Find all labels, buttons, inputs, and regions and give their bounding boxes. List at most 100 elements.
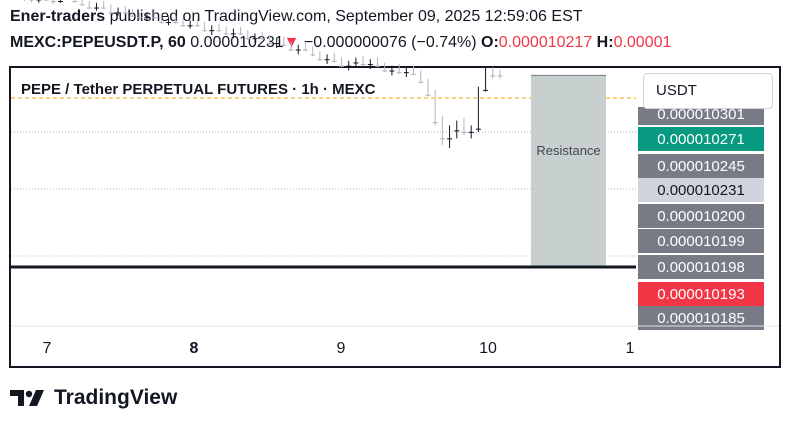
target-zone[interactable] xyxy=(531,75,606,266)
price-axis-label-bg xyxy=(638,282,764,306)
price-axis-label: 0.000010301 xyxy=(657,106,745,123)
chart-title: PEPE / Tether PERPETUAL FUTURES · 1h · M… xyxy=(21,81,376,98)
candle-body xyxy=(281,44,287,46)
candle-body xyxy=(245,38,251,40)
candle-body xyxy=(346,65,352,67)
tradingview-logo[interactable]: TradingView xyxy=(10,384,177,412)
price-axis-label-bg xyxy=(638,229,764,253)
candle-body xyxy=(115,12,121,14)
time-axis-tick: 10 xyxy=(479,340,497,357)
time-axis-tick: 1 xyxy=(626,340,635,357)
price-axis-label: 0.000010198 xyxy=(657,259,745,276)
candle-body xyxy=(483,89,489,91)
candle-body xyxy=(194,25,200,27)
candle-body xyxy=(72,1,78,3)
candle-body xyxy=(382,70,388,72)
price-axis-bottom xyxy=(638,306,764,324)
down-arrow-icon: ▼ xyxy=(283,34,300,51)
candle-body xyxy=(274,43,280,45)
candle-body xyxy=(447,138,453,140)
candle-body xyxy=(166,22,172,24)
candle-body xyxy=(266,43,272,45)
candle-body xyxy=(461,131,467,133)
candle-body xyxy=(418,81,424,83)
candle-body xyxy=(396,72,402,74)
candle-body xyxy=(331,60,337,62)
price-axis-label-bg xyxy=(638,127,764,151)
candle-body xyxy=(158,22,164,24)
open-value: 0.000010217 xyxy=(498,34,593,51)
price-axis-label-bg xyxy=(638,178,764,202)
candle-body xyxy=(93,7,99,9)
candle-body xyxy=(137,17,143,19)
candle-body xyxy=(202,30,208,32)
candle-body xyxy=(259,38,265,40)
brand-name: TradingView xyxy=(54,386,178,409)
candle-body xyxy=(108,12,114,14)
candle-body xyxy=(230,33,236,35)
candle-body xyxy=(353,62,359,64)
candle-body xyxy=(295,49,301,51)
candle-body xyxy=(288,49,294,51)
symbol-header: MEXC:PEPEUSDT.P, 60 0.000010231▼ −0.0000… xyxy=(10,34,785,52)
candle-body xyxy=(411,73,417,75)
published-text: published on TradingView.com, September … xyxy=(109,8,583,25)
candle-body xyxy=(338,65,344,67)
candle-body xyxy=(317,59,323,61)
candle-body xyxy=(57,1,63,3)
candle-body xyxy=(439,138,445,140)
candle-body xyxy=(367,64,373,66)
author-name[interactable]: Ener-traders xyxy=(10,8,106,25)
price-axis-label: 0.000010245 xyxy=(657,158,745,175)
candle-body xyxy=(389,70,395,72)
candle-body xyxy=(50,1,56,3)
price-axis-label-bg xyxy=(638,255,764,279)
currency-selector[interactable]: USDT xyxy=(643,73,773,109)
candle-body xyxy=(375,65,380,67)
candle-body xyxy=(209,30,215,32)
price-axis-label: 0.000010271 xyxy=(657,131,745,148)
price-axis-label: 0.000010200 xyxy=(657,208,745,225)
time-axis-tick: 8 xyxy=(190,340,199,357)
candle-body xyxy=(425,94,431,96)
candle-body xyxy=(310,54,316,56)
candle-body xyxy=(468,131,474,133)
candle-body xyxy=(101,7,107,9)
candle-body xyxy=(86,7,92,9)
open-label: O: xyxy=(481,34,499,51)
price-axis-label: 0.000010185 xyxy=(657,310,745,327)
candle-body xyxy=(252,38,258,40)
candle-body xyxy=(151,17,157,19)
publish-header: Ener-traders published on TradingView.co… xyxy=(10,8,583,26)
price-axis-label-bg xyxy=(638,107,764,125)
candle-body xyxy=(454,130,460,132)
time-axis-tick: 9 xyxy=(337,340,346,357)
candle-body xyxy=(238,33,244,35)
price-axis-label: 0.000010231 xyxy=(657,182,745,199)
candle-body xyxy=(475,128,481,130)
price-change: −0.000000076 (−0.74%) xyxy=(303,34,477,51)
tradingview-logo-icon xyxy=(10,390,44,406)
candle-body xyxy=(497,75,503,77)
candle-body xyxy=(122,12,128,14)
high-value: 0.00001 xyxy=(613,34,672,51)
price-axis-label: 0.000010199 xyxy=(657,233,745,250)
price-axis-label: 0.000010193 xyxy=(657,286,745,303)
candle-body xyxy=(173,22,179,24)
candle-body xyxy=(130,15,135,17)
high-label: H: xyxy=(596,34,614,51)
price-axis-label-bg xyxy=(638,154,764,178)
candle-body xyxy=(302,49,308,51)
candle-body xyxy=(223,33,229,35)
symbol-label[interactable]: MEXC:PEPEUSDT.P, 60 xyxy=(10,34,186,51)
candle-body xyxy=(187,25,193,27)
candle-body xyxy=(79,4,85,6)
resistance-label: Resistance xyxy=(536,143,600,158)
candle-body xyxy=(180,25,186,27)
price-axis-label-bg xyxy=(638,204,764,228)
candle-body xyxy=(432,122,438,124)
candle-body xyxy=(144,17,150,19)
candle-body xyxy=(403,72,409,74)
time-axis-tick: 7 xyxy=(43,340,52,357)
